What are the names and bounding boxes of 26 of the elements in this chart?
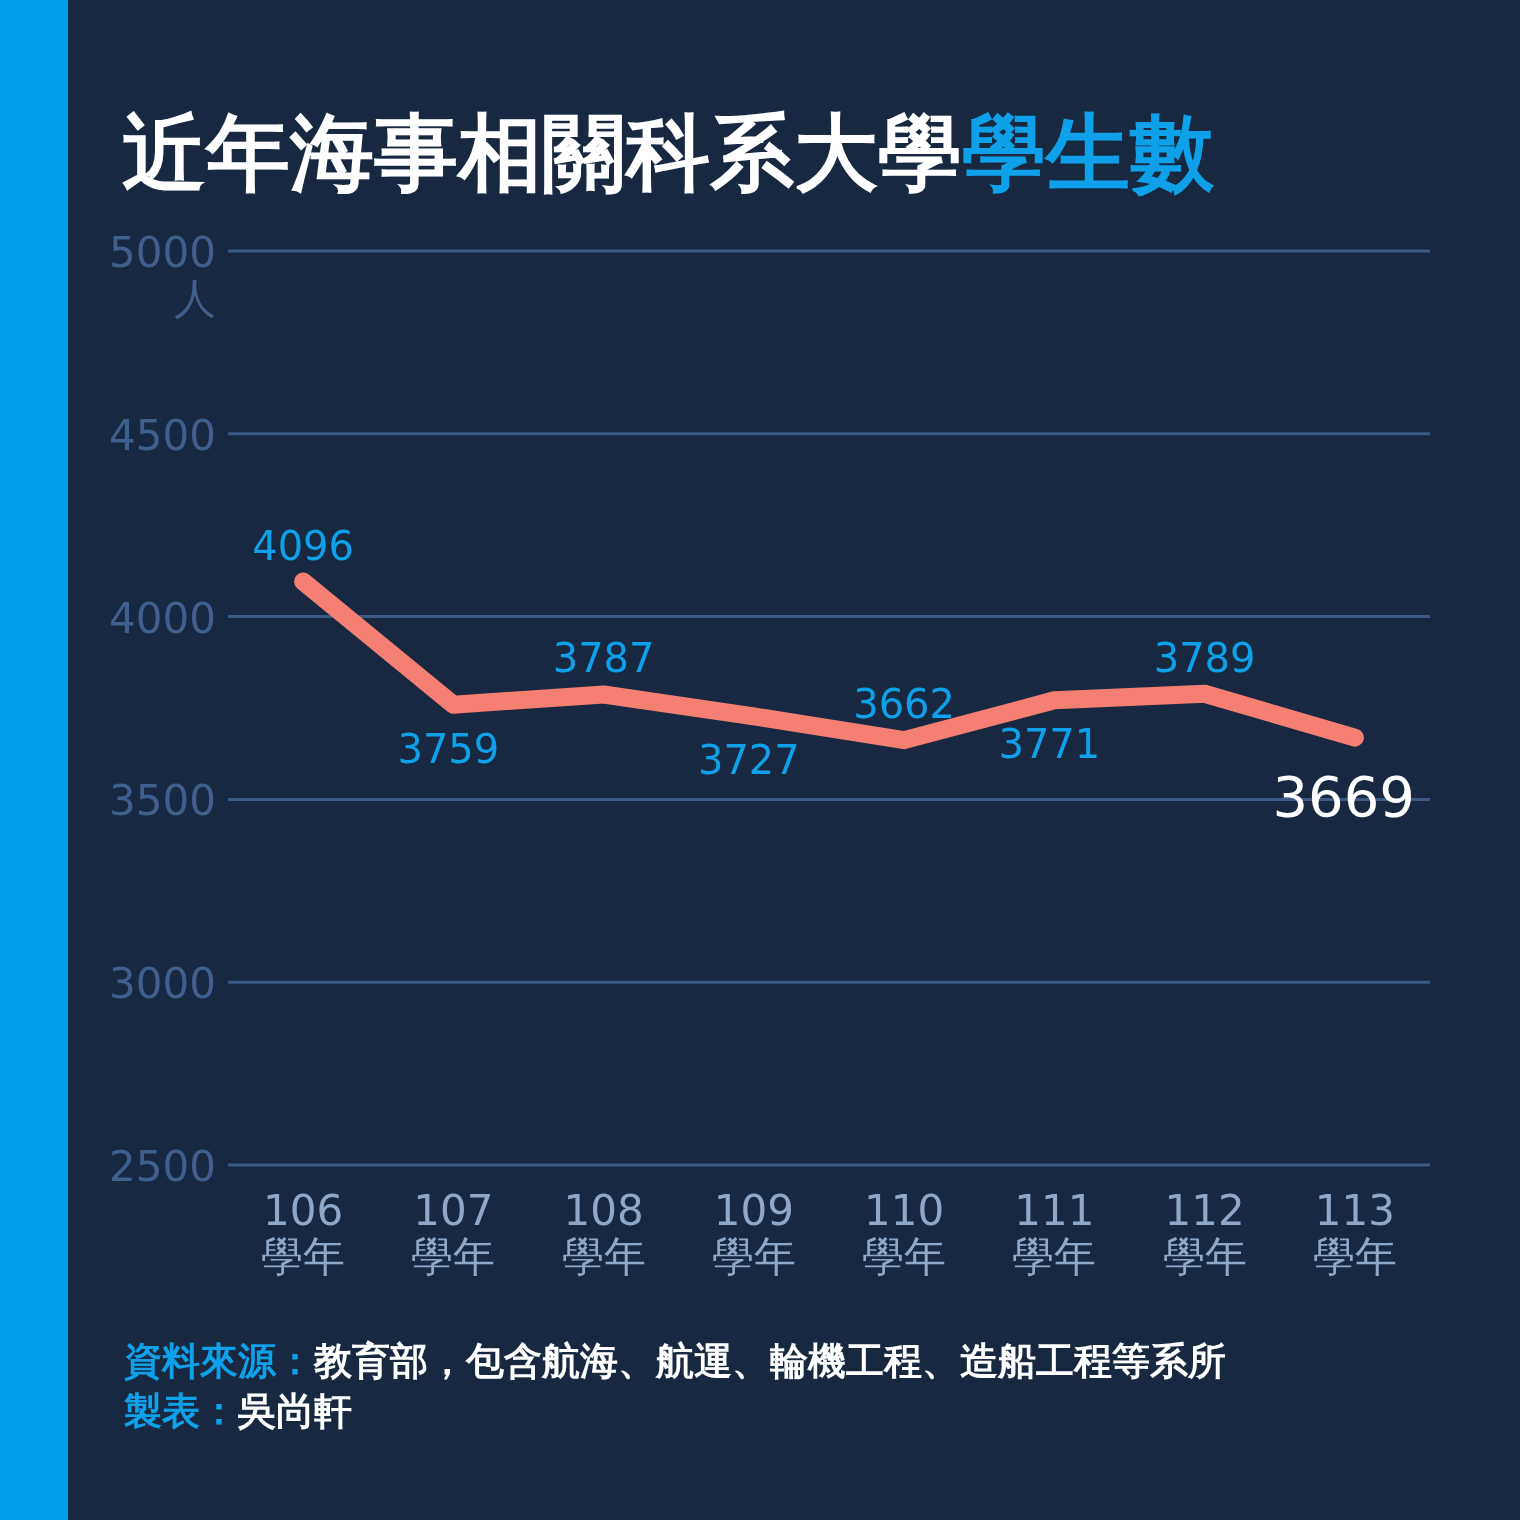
x-tick-label: 110 學年 xyxy=(862,1186,947,1281)
x-tick-label: 107 學年 xyxy=(411,1186,496,1281)
source-note: 資料來源：教育部，包含航海、航運、輪機工程、造船工程等系所 xyxy=(124,1339,1226,1383)
data-label: 3727 xyxy=(697,737,800,784)
y-tick-label: 2500 xyxy=(109,1142,216,1191)
y-tick-label: 3500 xyxy=(109,776,216,826)
x-tick-label: 108 學年 xyxy=(561,1186,646,1281)
y-tick-label: 4000 xyxy=(109,593,216,643)
data-label: 4096 xyxy=(252,522,355,569)
y-axis-title: 人 xyxy=(174,274,216,323)
x-tick-label: 113 學年 xyxy=(1312,1186,1397,1281)
y-tick-label: 4500 xyxy=(109,410,216,460)
x-tick-label: 109 學年 xyxy=(711,1186,796,1281)
data-label: 3759 xyxy=(397,725,500,772)
x-tick-label: 106 學年 xyxy=(261,1186,346,1281)
y-tick-label: 5000 xyxy=(109,228,216,277)
text: 製表：吳尚軒 xyxy=(123,1389,352,1433)
x-tick-label: 112 學年 xyxy=(1162,1186,1247,1281)
chart-title: 近年海事相關科系大學學生數 xyxy=(122,104,1215,202)
data-label: 3662 xyxy=(853,681,956,728)
data-label: 3789 xyxy=(1153,634,1256,681)
data-label: 3669 xyxy=(1272,763,1415,829)
data-label: 3787 xyxy=(552,635,655,682)
y-tick-label: 3000 xyxy=(109,959,216,1009)
data-label: 3771 xyxy=(998,721,1101,768)
x-tick-label: 111 學年 xyxy=(1012,1186,1097,1281)
